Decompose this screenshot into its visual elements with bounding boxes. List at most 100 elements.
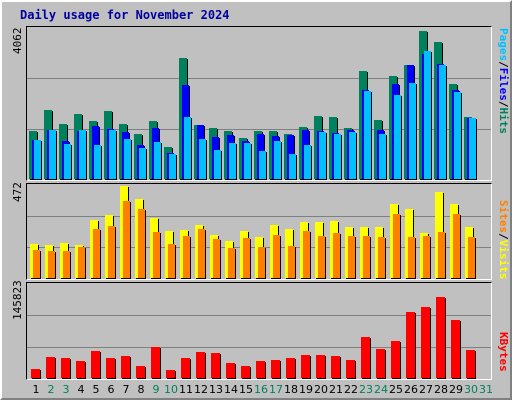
visits-sites-panel: [26, 183, 492, 280]
hits-files-pages-panel: [26, 26, 492, 181]
kbytes-bar: [346, 360, 355, 378]
x-tick-label: 3: [62, 383, 70, 396]
sites-bar: [108, 226, 115, 278]
x-tick-label: 14: [224, 383, 238, 396]
pages-bar: [124, 139, 131, 179]
kbytes-panel: [26, 282, 492, 380]
x-tick-label: 1: [32, 383, 40, 396]
sites-bar: [123, 201, 130, 278]
x-tick-label: 11: [179, 383, 193, 396]
kbytes-bar: [106, 358, 115, 378]
x-tick-label: 31: [479, 383, 493, 396]
sites-bar: [153, 232, 160, 278]
sites-bar: [273, 235, 280, 278]
pages-bar: [184, 117, 191, 179]
pages-bar: [409, 83, 416, 179]
x-tick-label: 13: [209, 383, 223, 396]
pages-bar: [244, 143, 251, 179]
pages-bar: [259, 151, 266, 179]
kbytes-bar: [331, 356, 340, 378]
sites-bar: [63, 251, 70, 278]
x-tick-label: 30: [464, 383, 478, 396]
kbytes-bar: [361, 337, 370, 378]
legend-visits: Visits: [497, 239, 510, 280]
sites-bar: [363, 236, 370, 278]
x-tick-label: 21: [329, 383, 343, 396]
sites-bar: [348, 236, 355, 278]
x-tick-label: 18: [284, 383, 298, 396]
pages-bar: [364, 91, 371, 179]
x-tick-label: 24: [374, 383, 388, 396]
sites-bar: [78, 247, 85, 278]
sites-bar: [453, 214, 460, 278]
kbytes-bar: [316, 355, 325, 378]
pages-bar: [334, 134, 341, 179]
x-tick-label: 28: [434, 383, 448, 396]
sites-bar: [168, 244, 175, 278]
pages-bar: [109, 130, 116, 179]
x-tick-label: 6: [107, 383, 115, 396]
kbytes-bar: [181, 358, 190, 378]
sites-bar: [423, 236, 430, 278]
sites-bar: [183, 236, 190, 278]
x-tick-label: 2: [47, 383, 55, 396]
legend-sites: Sites: [497, 200, 510, 234]
legend-separator: /: [497, 233, 510, 240]
kbytes-bar: [151, 347, 160, 378]
kbytes-bar: [196, 352, 205, 378]
x-tick-label: 17: [269, 383, 283, 396]
legend-files: Files: [497, 67, 510, 101]
kbytes-bar: [61, 358, 70, 378]
kbytes-bar: [256, 361, 265, 378]
sites-bar: [378, 237, 385, 278]
kbytes-bar: [76, 361, 85, 378]
legend-hits-files-pages: Pages/Files/Hits: [497, 28, 510, 134]
pages-bar: [349, 132, 356, 179]
pages-bar: [274, 141, 281, 179]
visits-ymax-label: 472: [11, 182, 24, 202]
sites-bar: [198, 229, 205, 278]
pages-bar: [379, 134, 386, 179]
bars-svg: [27, 297, 491, 379]
pages-bar: [94, 145, 101, 179]
kbytes-bar: [241, 366, 250, 378]
x-tick-label: 20: [314, 383, 328, 396]
legend-hits: Hits: [497, 107, 510, 135]
pages-bar: [319, 132, 326, 179]
kbytes-bar: [436, 297, 445, 378]
sites-bar: [228, 248, 235, 278]
x-tick-label: 10: [164, 383, 178, 396]
x-axis-day-labels: 1 2 3 4 5 6 7 8 9 10 11 12 13 14 15 16 17 18 19 20 21 22 23 24 2…: [26, 383, 494, 397]
pages-bar: [394, 95, 401, 179]
x-tick-label: 12: [194, 383, 208, 396]
x-tick-label: 19: [299, 383, 313, 396]
pages-bar: [49, 130, 56, 179]
kbytes-bar: [166, 370, 175, 378]
sites-bar: [393, 214, 400, 278]
legend-sites-visits: Sites/Visits: [497, 200, 510, 280]
legend-pages: Pages: [497, 28, 510, 62]
kbytes-bar: [46, 357, 55, 378]
x-tick-label: 25: [389, 383, 403, 396]
pages-bar: [304, 145, 311, 179]
x-tick-label: 26: [404, 383, 418, 396]
kbytes-bar: [391, 341, 400, 378]
pages-bar: [79, 130, 86, 179]
pages-bar: [154, 142, 161, 179]
pages-bar: [34, 140, 41, 179]
kbytes-bar: [136, 366, 145, 378]
sites-bar: [213, 239, 220, 278]
kbytes-bar: [406, 312, 415, 378]
pages-bar: [229, 143, 236, 179]
pages-bar: [289, 154, 296, 179]
x-tick-label: 8: [137, 383, 145, 396]
sites-bar: [408, 237, 415, 278]
kbytes-bar: [466, 350, 475, 378]
kbytes-bar: [286, 358, 295, 378]
kbytes-bar: [121, 356, 130, 378]
kbytes-bar: [376, 349, 385, 378]
bars-svg: [27, 31, 491, 180]
x-tick-label: 22: [344, 383, 358, 396]
kbytes-bar: [226, 363, 235, 378]
